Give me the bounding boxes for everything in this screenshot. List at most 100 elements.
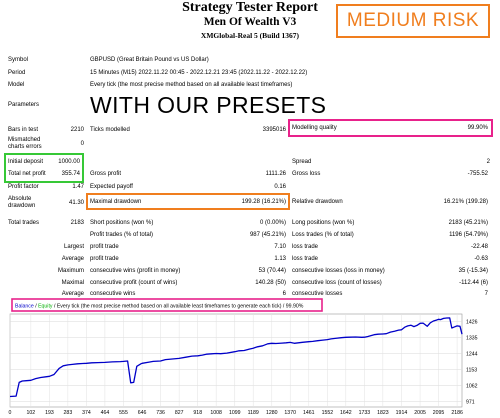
absdd-value: 41.30 [68,200,84,206]
average2-label: Average [61,291,84,297]
avg-losses-value: 7 [484,291,488,297]
largest-loss-label: loss trade [292,244,319,250]
avg-wins-value: 6 [282,291,286,297]
symbol-value: GBPUSD (Great Britain Pound vs US Dollar… [90,57,209,63]
report-title: Strategy Tester Report [182,0,318,15]
max-losses-label: consecutive losses (loss in money) [292,268,385,274]
profittrades-label: Profit trades (% of total) [90,232,154,238]
avg-loss-value: -0.63 [474,256,488,262]
x-tick-label: 1914 [396,410,408,416]
x-tick-label: 2095 [433,410,445,416]
deposit-value: 1000.00 [58,159,80,165]
max-wins-label: consecutive wins (profit in money) [90,268,181,274]
absdd-label-line1: Absolute [8,196,32,202]
x-tick-label: 1280 [266,410,278,416]
x-tick-label: 555 [119,410,128,416]
mismatch-label-line1: Mismatched [8,137,41,143]
x-tick-label: 1099 [229,410,241,416]
modelling-quality-highlight [288,119,493,137]
grossprofit-value: 1111.26 [265,171,286,177]
spread-value: 2 [486,159,490,165]
maximal-loss-value: -112.44 (6) [459,280,488,286]
balance-chart: Balance / Equity / Every tick (the most … [0,296,500,418]
symbol-label: Symbol [8,57,29,63]
grossloss-value: -755.52 [467,171,488,177]
legend-quality: 99.90% [286,304,304,310]
largest-loss-value: -22.48 [470,244,488,250]
largest-profit-label: profit trade [90,244,119,250]
period-value: 15 Minutes (M15) 2022.11.22 00:45 - 2022… [90,70,308,76]
presets-overlay-text: WITH OUR PRESETS [90,92,327,118]
maxdd-value: 199.28 (16.21%) [241,199,286,205]
losstrades-value: 1196 (54.79%) [449,232,488,238]
reldd-value: 16.21% (199.28) [443,199,488,205]
maximal-drawdown-highlight [86,193,290,210]
x-tick-label: 827 [175,410,184,416]
largest-label: Largest [63,244,84,250]
period-label: Period [8,70,26,76]
avg-loss-label: loss trade [292,256,319,262]
netprofit-label: Total net profit [8,171,46,177]
bars-label: Bars in test [8,127,39,133]
grossloss-label: Gross loss [292,171,321,177]
reldd-label: Relative drawdown [292,199,343,205]
netprofit-value: 355.74 [61,171,80,177]
x-tick-label: 193 [45,410,54,416]
short-value: 0 (0.00%) [259,220,286,226]
grossprofit-label: Gross profit [90,171,122,177]
maximum-label: Maximum [57,268,84,274]
ticks-label: Ticks modelled [90,127,130,133]
avg-losses-label: consecutive losses [292,291,343,297]
bars-value: 2210 [70,127,84,133]
largest-profit-value: 7.10 [274,244,286,250]
risk-badge: MEDIUM RISK [336,4,490,38]
losstrades-label: Loss trades (% of total) [292,232,354,238]
short-label: Short positions (won %) [90,220,154,226]
model-label: Model [8,82,25,88]
legend-model: / Every tick (the most precise method ba… [53,304,282,310]
server-build: XMGlobal-Real 5 (Build 1367) [200,31,300,40]
x-tick-label: 2005 [414,410,426,416]
model-value: Every tick (the most precise method base… [90,82,293,88]
maxdd-label: Maximal drawdown [90,199,142,205]
profitfactor-value: 1.47 [72,184,84,190]
x-tick-label: 1823 [377,410,389,416]
maximal-label: Maximal [61,280,84,286]
x-tick-label: 2186 [451,410,463,416]
x-tick-label: 283 [64,410,73,416]
quality-label: Modelling quality [292,125,337,131]
y-tick-label: 1153 [466,368,477,374]
mismatch-label-line2: charts errors [8,144,42,150]
x-tick-label: 1370 [284,410,296,416]
payoff-value: 0.16 [274,184,286,190]
legend-highlight-box [11,298,323,312]
expert-name: Men Of Wealth V3 [203,16,297,28]
y-tick-label: 1426 [466,320,478,326]
y-tick-label: 1335 [466,336,478,342]
long-label: Long positions (won %) [292,220,355,226]
y-tick-label: 971 [466,400,475,406]
avg-wins-label: consecutive wins [90,291,136,297]
balance-chart-svg: Balance / Equity / Every tick (the most … [9,298,478,416]
max-wins-value: 53 (70.44) [258,268,286,274]
mismatch-value: 0 [80,141,84,147]
x-tick-label: 464 [101,410,110,416]
x-tick-label: 918 [193,410,202,416]
legend-equity: Equity [38,304,53,310]
deposit-label: Initial deposit [8,159,44,165]
parameters-label: Parameters [8,102,40,108]
maximal-profit-label: consecutive profit (count of wins) [90,280,178,286]
ticks-value: 3395016 [262,127,286,133]
y-tick-label: 1062 [466,384,478,390]
spread-label: Spread [292,159,312,165]
x-tick-label: 736 [156,410,165,416]
quality-value: 99.90% [467,125,488,131]
maximal-loss-label: consecutive loss (count of losses) [292,280,382,286]
y-tick-label: 1244 [466,352,478,358]
x-tick-label: 646 [138,410,147,416]
x-tick-label: 102 [27,410,36,416]
totaltrades-value: 2183 [70,220,84,226]
legend-balance: Balance [15,304,34,310]
absdd-label-line2: drawdown [8,203,36,209]
max-losses-value: 35 (-15.34) [458,268,488,274]
